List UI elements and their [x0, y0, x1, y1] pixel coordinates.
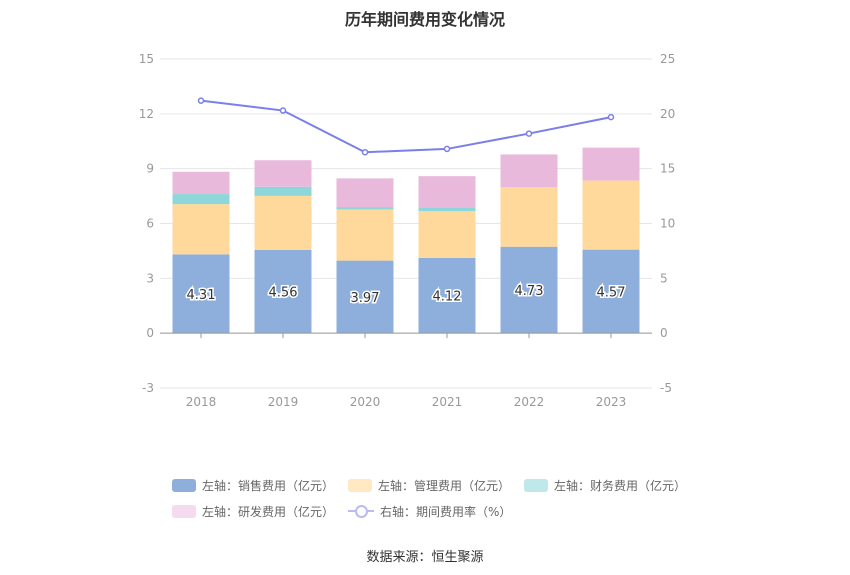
chart-plot: -3 0 3 6 9 12 15 -5 0 5 10 15 20 25 2018 2019 2020 2021 20…: [139, 52, 676, 409]
bar-admin-2021: [418, 211, 476, 258]
legend-label-rnd: 左轴：研发费用（亿元）: [202, 504, 335, 519]
left-axis-tick-label: 3: [146, 271, 154, 285]
legend-item-finance[interactable]: 左轴：财务费用（亿元）: [524, 477, 686, 494]
bar-rnd-2021: [418, 176, 476, 208]
bar-finance-2019: [254, 186, 312, 196]
legend-item-rate[interactable]: 右轴：期间费用率（%）: [348, 503, 511, 520]
bar-rnd-2023: [582, 147, 640, 181]
data-label: 3.97: [351, 291, 380, 306]
bar-finance-2018: [172, 194, 230, 205]
legend-row-1: 左轴：销售费用（亿元） 左轴：管理费用（亿元） 左轴：财务费用（亿元）: [172, 474, 692, 496]
left-axis-tick-label: 15: [139, 52, 154, 66]
bar-admin-2022: [500, 187, 558, 247]
legend-row-2: 左轴：研发费用（亿元） 右轴：期间费用率（%）: [172, 500, 692, 522]
right-axis-tick-label: 25: [660, 52, 675, 66]
bar-admin-2018: [172, 204, 230, 255]
bar-sales-2019: [254, 249, 312, 334]
data-label: 4.56: [269, 285, 298, 300]
bar-sales-2021: [418, 257, 476, 334]
data-source: 数据来源：恒生聚源: [366, 550, 484, 565]
legend-swatch-rnd: [172, 504, 196, 518]
legend: 左轴：销售费用（亿元） 左轴：管理费用（亿元） 左轴：财务费用（亿元） 左轴：研…: [172, 474, 692, 526]
legend-item-sales[interactable]: 左轴：销售费用（亿元）: [172, 477, 334, 494]
rate-point-2020: [361, 148, 369, 156]
legend-item-admin[interactable]: 左轴：管理费用（亿元）: [348, 477, 510, 494]
rate-line-path: [200, 99, 612, 154]
legend-line-marker-icon: [348, 504, 375, 518]
bar-finance-2020: [336, 207, 394, 210]
left-axis-tick-label: -3: [142, 381, 154, 395]
right-axis-tick-label: 5: [660, 271, 668, 285]
bar-sales-2020: [336, 260, 394, 334]
legend-swatch-admin: [348, 478, 373, 492]
left-axis-tick-label: 12: [139, 107, 154, 121]
bar-rnd-2019: [254, 160, 312, 187]
data-labels: 4.31 4.56 3.97 4.12 4.73 4.57: [185, 282, 627, 307]
left-axis-tick-label: 0: [146, 326, 154, 340]
bars: [172, 147, 640, 334]
legend-swatch-finance: [524, 478, 549, 492]
bar-sales-2023: [582, 249, 640, 334]
left-axis-tick-label: 6: [146, 217, 154, 231]
axes: -3 0 3 6 9 12 15 -5 0 5 10 15 20 25 2018 2019 2020 2021 20…: [139, 52, 676, 409]
x-axis-tick-label: 2020: [350, 395, 381, 409]
x-axis-tick-label: 2019: [268, 395, 299, 409]
bar-admin-2020: [336, 209, 394, 261]
bar-sales-2018: [172, 254, 230, 334]
x-axis-tick-label: 2021: [432, 395, 463, 409]
data-label: 4.12: [433, 290, 462, 305]
x-axis-tick-label: 2023: [596, 395, 627, 409]
legend-label-sales: 左轴：销售费用（亿元）: [202, 478, 335, 493]
bar-sales-2022: [500, 246, 558, 334]
bar-admin-2023: [582, 180, 640, 250]
right-axis-tick-label: 20: [660, 107, 675, 121]
bar-rnd-2022: [500, 154, 558, 188]
bar-finance-2021: [418, 207, 476, 212]
rate-point-2019: [279, 107, 287, 114]
rate-point-2018: [197, 97, 205, 104]
legend-label-admin: 左轴：管理费用（亿元）: [378, 478, 511, 493]
right-axis-tick-label: 15: [660, 162, 675, 176]
legend-label-rate: 右轴：期间费用率（%）: [380, 504, 512, 519]
rate-line: [197, 97, 615, 156]
right-axis-tick-label: 10: [660, 217, 675, 231]
legend-label-finance: 左轴：财务费用（亿元）: [554, 478, 687, 493]
bar-admin-2019: [254, 195, 312, 250]
grid-lines: [160, 58, 652, 389]
bar-rnd-2020: [336, 178, 394, 208]
right-axis-tick-label: 0: [660, 326, 668, 340]
rate-point-2022: [525, 130, 533, 137]
legend-item-rnd[interactable]: 左轴：研发费用（亿元）: [172, 503, 334, 520]
legend-swatch-sales: [172, 478, 196, 492]
bar-rnd-2018: [172, 171, 230, 195]
data-label: 4.31: [187, 288, 216, 303]
rate-point-2021: [443, 145, 451, 153]
left-axis-tick-label: 9: [146, 162, 154, 176]
data-label: 4.73: [515, 284, 544, 299]
right-axis-tick-label: -5: [660, 381, 672, 395]
rate-point-2023: [607, 113, 615, 121]
x-axis-tick-label: 2018: [186, 395, 217, 409]
x-axis-tick-label: 2022: [514, 395, 545, 409]
chart-title: 历年期间费用变化情况: [344, 10, 505, 29]
data-label: 4.57: [597, 285, 626, 300]
